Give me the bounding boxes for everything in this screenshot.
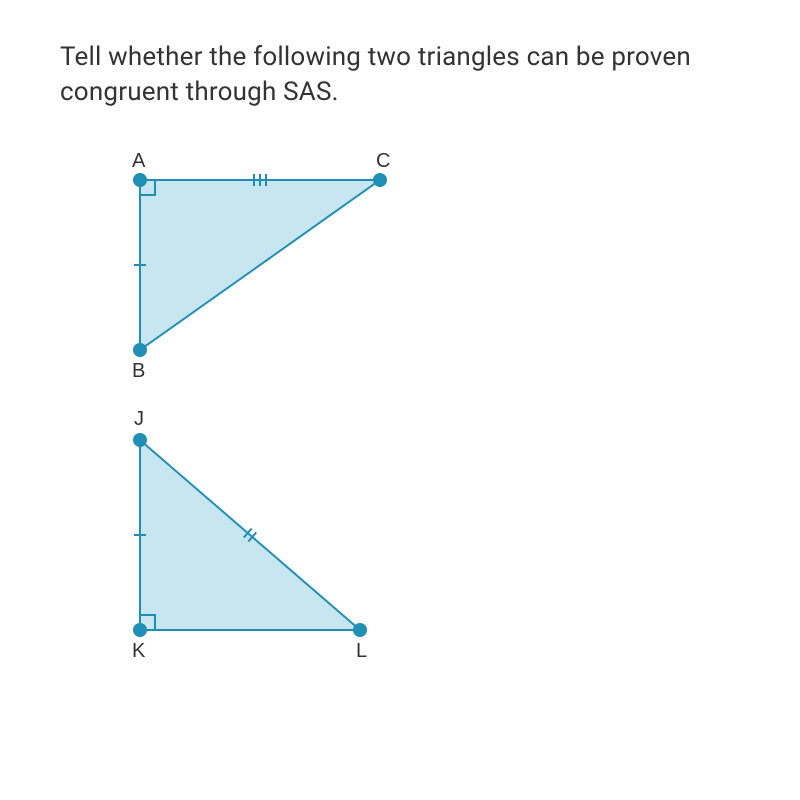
label-C: C <box>376 150 390 173</box>
label-L: L <box>356 640 367 663</box>
label-A: A <box>132 150 145 173</box>
label-J: J <box>134 408 144 431</box>
question-text: Tell whether the following two triangles… <box>60 40 740 110</box>
label-K: K <box>132 640 145 663</box>
label-B: B <box>132 360 145 383</box>
diagram-area: A B C J K L <box>60 150 560 710</box>
